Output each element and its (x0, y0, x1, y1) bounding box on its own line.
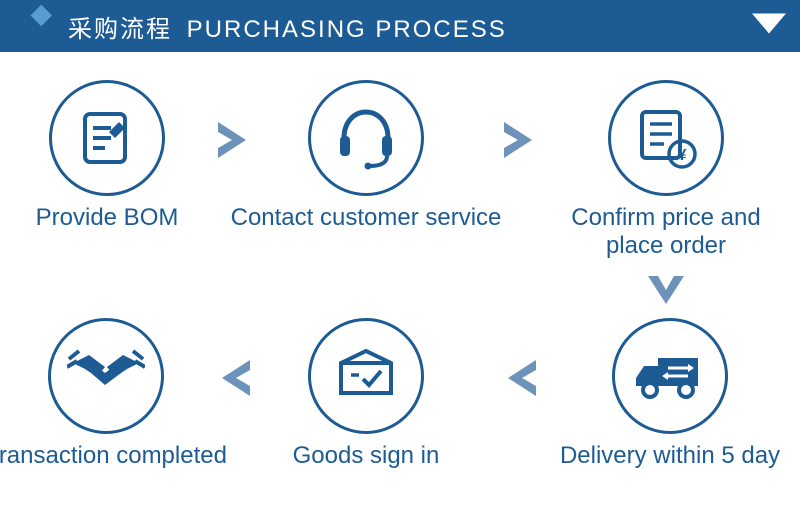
step-circle (308, 80, 424, 196)
logo-square-3 (10, 28, 29, 47)
header-bar: 采购流程 PURCHASING PROCESS (0, 0, 800, 52)
arrow-down-icon (644, 270, 688, 314)
logo-square-4 (32, 28, 51, 47)
step-label: Confirm price and place order (556, 204, 776, 259)
header-title-cn: 采购流程 (68, 16, 172, 43)
step-delivery: Delivery within 5 day (540, 318, 800, 470)
logo-square-2 (30, 5, 51, 26)
step-circle (49, 80, 165, 196)
headset-icon (330, 102, 402, 174)
arrow-right-icon (212, 118, 256, 162)
step-circle (48, 318, 164, 434)
arrow-right-icon (498, 118, 542, 162)
step-contact: Contact customer service (216, 80, 516, 232)
step-label: Provide BOM (36, 204, 179, 232)
step-done: Transaction completed (0, 318, 246, 470)
box-check-icon (333, 345, 399, 407)
step-provide-bom: Provide BOM (22, 80, 192, 232)
step-label: Contact customer service (231, 204, 502, 232)
svg-text:¥: ¥ (678, 147, 687, 164)
arrow-left-icon (212, 356, 256, 400)
step-circle (308, 318, 424, 434)
step-label: Transaction completed (0, 442, 227, 470)
step-confirm: ¥ Confirm price and place order (556, 80, 776, 259)
document-edit-icon (75, 106, 139, 170)
truck-icon (632, 346, 708, 406)
step-circle: ¥ (608, 80, 724, 196)
header-title-en: PURCHASING PROCESS (187, 16, 507, 43)
order-price-icon: ¥ (632, 104, 700, 172)
step-label: Goods sign in (293, 442, 440, 470)
step-label: Delivery within 5 day (560, 442, 780, 470)
chevron-down-icon (752, 14, 786, 39)
handshake-icon (67, 347, 145, 405)
step-goods: Goods sign in (266, 318, 466, 470)
arrow-left-icon (498, 356, 542, 400)
process-flow: Provide BOM Contact customer service ¥ (0, 52, 800, 520)
logo-square-1 (10, 6, 29, 25)
header-logo-icon (10, 6, 50, 46)
header-title: 采购流程 PURCHASING PROCESS (68, 9, 507, 44)
step-circle (612, 318, 728, 434)
